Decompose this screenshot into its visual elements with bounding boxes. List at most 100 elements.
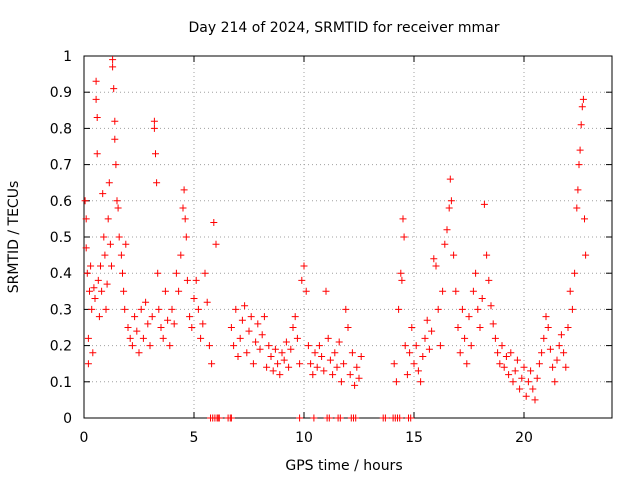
data-point [91,295,99,302]
data-point [104,215,112,223]
data-point [296,414,304,422]
data-point [119,269,126,277]
data-point [148,313,156,321]
data-point [106,240,114,248]
data-point [230,342,238,350]
data-point [412,342,420,350]
data-point [212,240,220,248]
y-axis-label: SRMTID / TECUs [6,181,22,294]
data-point [172,269,180,277]
data-point [183,276,191,284]
data-point [142,298,150,306]
data-point [258,331,266,339]
data-point [208,360,216,368]
data-point [421,334,429,342]
data-point [170,320,178,328]
data-point [574,186,582,194]
data-point [135,349,143,357]
data-point [487,302,495,310]
data-point [395,305,403,313]
data-point [329,371,337,379]
data-point [82,244,90,252]
data-point [522,392,530,400]
data-point [399,215,407,223]
data-point [101,251,109,259]
data-point [494,349,502,357]
data-point [186,313,194,321]
data-point [518,374,526,382]
data-point [428,327,436,335]
data-point [331,349,339,357]
data-point [120,287,128,295]
data-point [109,63,117,71]
x-tick-label: 10 [295,430,313,446]
x-tick-label: 20 [515,430,533,446]
data-point [403,371,411,379]
x-axis-label: GPS time / hours [285,458,402,474]
data-point [400,233,408,241]
data-point [128,342,136,350]
data-point [324,334,332,342]
data-point [544,324,552,331]
data-point [566,287,574,295]
x-tick-label: 15 [405,430,423,446]
data-point [353,363,361,371]
data-point [102,305,110,313]
data-point [560,349,568,357]
data-point [458,305,466,313]
data-point [108,262,115,270]
data-point [325,414,333,422]
data-point [263,363,271,371]
data-point [117,251,125,259]
data-point [571,269,579,277]
data-point [89,349,97,357]
data-point [276,371,284,379]
data-point [98,287,106,295]
data-point [436,342,444,350]
data-point [401,342,409,350]
axis-ticks: 00.10.20.30.40.50.60.70.80.910 5 10 15 20 [50,49,612,446]
data-point [578,103,586,111]
data-point [110,85,118,93]
data-point [392,378,400,386]
data-point [315,342,323,350]
data-point [513,356,521,364]
data-point [152,150,159,158]
data-point [551,378,559,386]
x-tick-label: 0 [80,430,89,446]
data-point [450,251,458,259]
data-point [524,378,532,386]
data-point [103,280,111,288]
data-point [94,276,102,284]
data-point [562,363,570,371]
data-point [271,345,279,353]
data-point [157,324,165,331]
data-point [137,305,145,313]
data-point [549,363,557,371]
data-point [333,363,341,371]
data-point [296,360,304,368]
data-point [398,276,406,284]
data-point [84,334,92,342]
data-point [159,334,167,342]
y-tick-label: 0.3 [50,302,72,318]
data-point [124,324,132,331]
data-point [227,324,235,331]
data-point [491,334,499,342]
data-point [205,342,213,350]
data-point [238,316,246,324]
data-point [480,200,488,208]
data-point [236,334,244,342]
y-tick-label: 0.6 [50,194,72,210]
data-point [579,95,587,103]
data-point [419,353,427,360]
data-point [252,338,260,346]
data-point [215,414,223,422]
data-point [381,414,389,422]
y-tick-label: 0.4 [50,266,72,282]
data-point [99,190,107,198]
data-point [175,287,183,295]
data-point [410,360,418,368]
data-point [344,324,352,331]
data-point [423,316,431,324]
